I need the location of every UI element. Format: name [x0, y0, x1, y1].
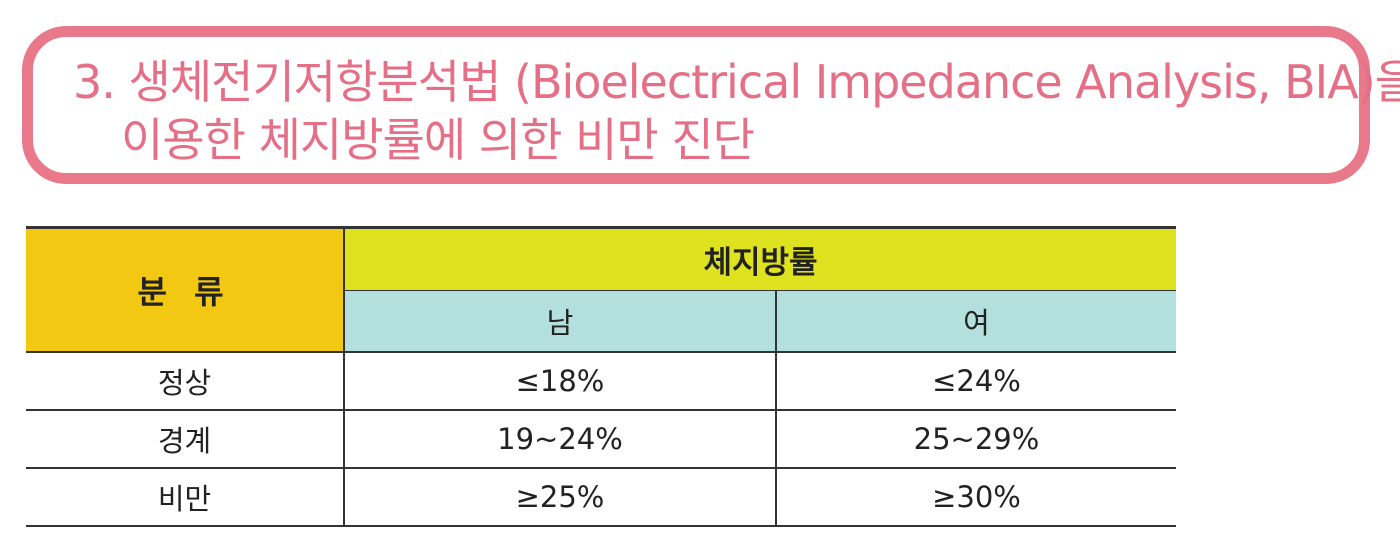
row-male-value: ≤18%: [344, 352, 777, 411]
row-category: 정상: [26, 352, 345, 411]
table-row: 정상 ≤18% ≤24%: [26, 352, 1176, 411]
title-box: 3. 생체전기저항분석법 (Bioelectrical Impedance An…: [22, 26, 1400, 184]
table-row: 경계 19~24% 25~29%: [26, 410, 1176, 469]
section-title-line2: 이용한 체지방률에 의한 비만 진단: [121, 113, 755, 167]
header-body-fat: 체지방률: [344, 226, 1176, 290]
bia-obesity-table: 분 류 체지방률 남 여 정상 ≤18% ≤24% 경계 19~24% 25~2…: [26, 226, 1176, 527]
header-classification: 분 류: [26, 226, 345, 353]
table-header-row-1: 분 류 체지방률: [26, 226, 1176, 353]
header-female: 여: [776, 289, 1176, 353]
row-male-value: 19~24%: [344, 410, 777, 469]
row-male-value: ≥25%: [344, 468, 777, 527]
section-title-line1: 3. 생체전기저항분석법 (Bioelectrical Impedance An…: [73, 55, 1400, 109]
row-female-value: ≤24%: [776, 352, 1176, 411]
header-male: 남: [344, 289, 777, 353]
row-female-value: ≥30%: [776, 468, 1176, 527]
row-category: 비만: [26, 468, 345, 527]
row-category: 경계: [26, 410, 345, 469]
row-female-value: 25~29%: [776, 410, 1176, 469]
table-row: 비만 ≥25% ≥30%: [26, 468, 1176, 527]
section-title: 3. 생체전기저항분석법 (Bioelectrical Impedance An…: [73, 53, 1400, 169]
table-header-row-2: 남 여: [26, 289, 1176, 353]
